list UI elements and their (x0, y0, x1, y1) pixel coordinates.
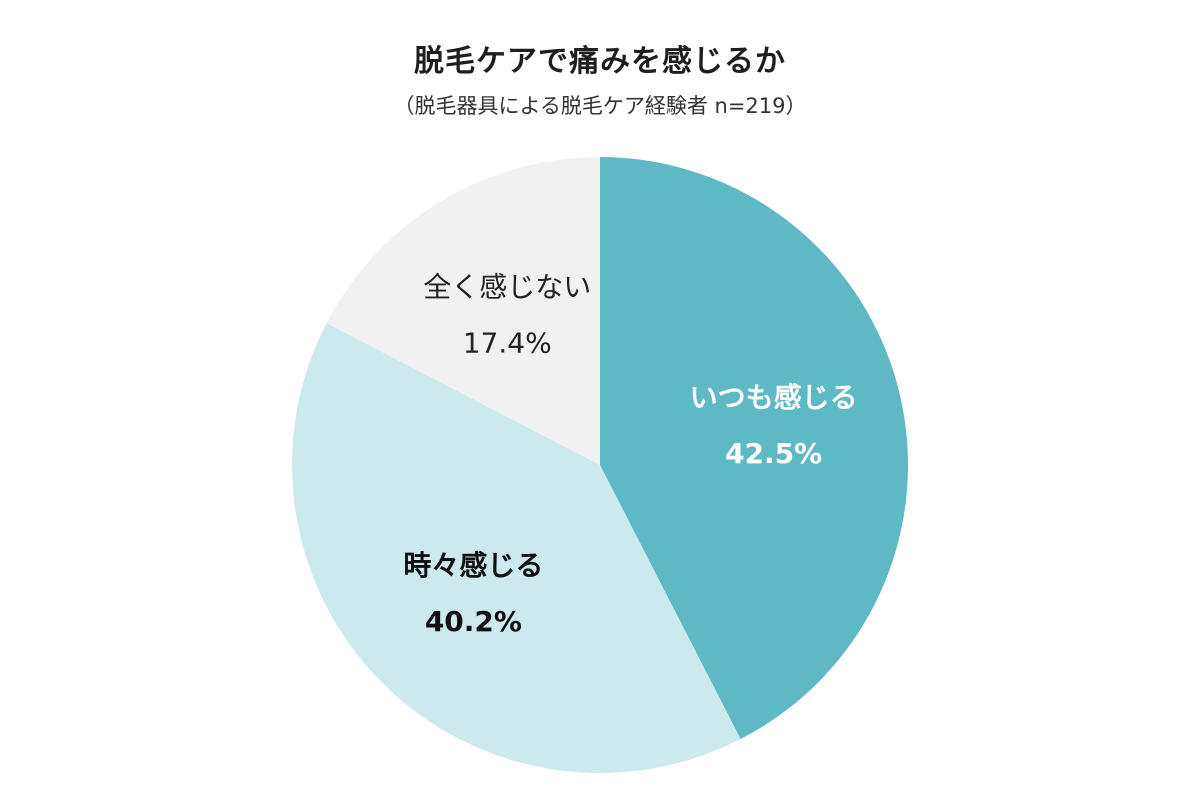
slice-value-1: 42.5% (725, 437, 822, 470)
chart-subtitle: （脱毛器具による脱毛ケア経験者 n=219） (393, 94, 807, 118)
slice-label-1: いつも感じる (690, 381, 858, 414)
pie-slice-3 (326, 157, 600, 465)
slice-value-3: 17.4% (463, 326, 552, 359)
slice-label-3: 全く感じない (423, 270, 591, 303)
chart-title: 脱毛ケアで痛みを感じるか (414, 44, 786, 79)
slice-label-2: 時々感じる (403, 549, 543, 582)
pie-slice-2 (291, 323, 741, 773)
pie-slice-1 (600, 157, 908, 740)
slice-value-2: 40.2% (425, 605, 522, 638)
